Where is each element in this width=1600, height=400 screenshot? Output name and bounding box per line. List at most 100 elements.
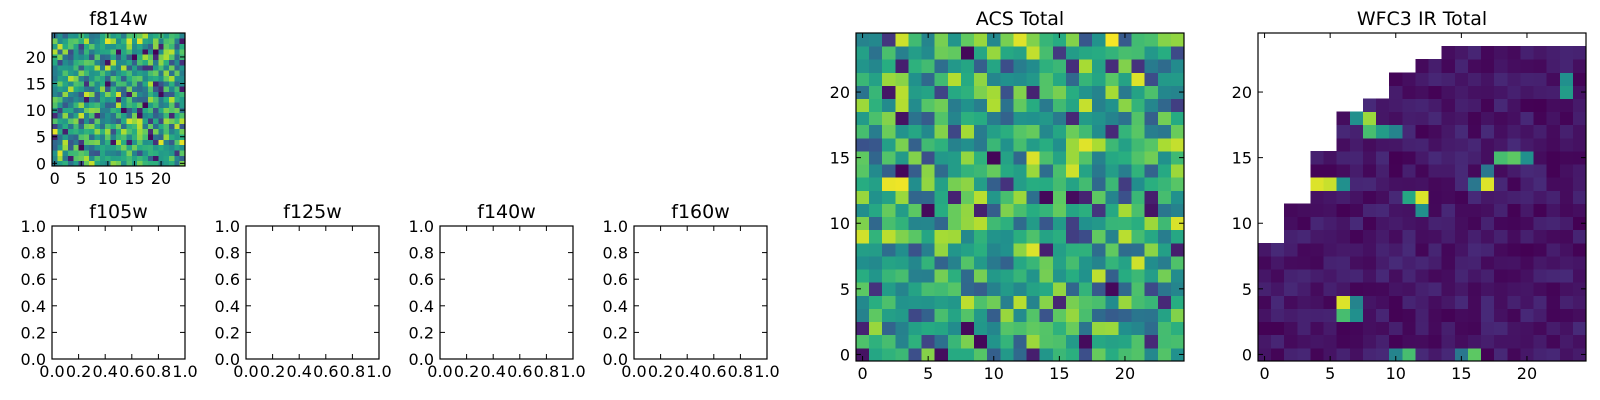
heatmap-cell <box>131 107 138 114</box>
heatmap-cell <box>115 75 122 82</box>
axes-frame-acs-total <box>855 32 1185 362</box>
heatmap-cell <box>1271 334 1285 349</box>
heatmap-cell <box>987 124 1001 139</box>
y-tick-label: 0.4 <box>603 297 628 316</box>
heatmap-cell <box>974 177 988 191</box>
heatmap-cell <box>1013 321 1027 336</box>
heatmap-cell <box>1039 229 1054 244</box>
heatmap-cell <box>163 48 170 55</box>
heatmap-cell <box>1389 334 1403 349</box>
heatmap-cell <box>158 139 165 146</box>
heatmap-cell <box>1402 321 1416 336</box>
heatmap-cell <box>1026 190 1041 204</box>
heatmap-cell <box>115 112 122 119</box>
heatmap-cell <box>115 33 122 39</box>
heatmap-cell <box>1258 295 1272 309</box>
heatmap-cell <box>1144 151 1159 165</box>
heatmap-cell <box>1349 151 1364 165</box>
heatmap-cell <box>1284 334 1298 349</box>
heatmap-cell <box>94 128 101 135</box>
heatmap-cell <box>1507 334 1521 349</box>
heatmap-cell <box>62 107 69 114</box>
heatmap-cell <box>908 137 922 152</box>
heatmap-cell <box>62 102 69 108</box>
heatmap-cell <box>921 203 936 218</box>
heatmap-cell <box>1079 111 1093 126</box>
heatmap-cell <box>1533 282 1548 296</box>
heatmap-cell <box>1131 98 1146 113</box>
heatmap-cell <box>147 59 154 66</box>
heatmap-cell <box>1533 229 1548 244</box>
heatmap-cell <box>1389 282 1403 296</box>
heatmap-cell <box>869 308 883 323</box>
heatmap-cell <box>1092 98 1106 113</box>
heatmap-cell <box>67 160 74 167</box>
heatmap-cell <box>121 107 127 114</box>
heatmap-cell <box>67 144 74 151</box>
heatmap-cell <box>62 64 69 71</box>
heatmap-cell <box>131 43 138 50</box>
heatmap-cell <box>1118 190 1132 204</box>
heatmap-cell <box>1415 137 1429 152</box>
heatmap-cell <box>1415 229 1429 244</box>
axes-frame-f140w <box>439 225 574 360</box>
heatmap-cell <box>1336 308 1351 323</box>
heatmap-cell <box>115 123 122 130</box>
heatmap-cell <box>1415 242 1429 257</box>
heatmap-cell <box>1000 295 1014 309</box>
heatmap-cell <box>1157 46 1172 60</box>
heatmap-cell <box>174 70 181 76</box>
heatmap-cell <box>1494 46 1508 60</box>
heatmap-cell <box>1389 111 1403 126</box>
heatmap-cell <box>869 269 883 283</box>
heatmap-cell <box>1065 33 1080 47</box>
heatmap-cell <box>1572 229 1587 244</box>
heatmap-cell <box>921 242 936 257</box>
x-tick-label: 20 <box>1115 364 1135 383</box>
heatmap-cell <box>1052 295 1067 309</box>
heatmap-cell <box>163 139 170 146</box>
heatmap-cell <box>1026 347 1041 362</box>
heatmap-cell <box>1013 256 1027 270</box>
heatmap-cell <box>1389 229 1403 244</box>
heatmap-cell <box>1131 216 1146 231</box>
heatmap-cell <box>1520 269 1534 283</box>
heatmap-cell <box>882 177 896 191</box>
heatmap-cell <box>1039 334 1054 349</box>
heatmap-cell <box>110 102 117 108</box>
heatmap-cell <box>1481 46 1495 60</box>
heatmap-cell <box>99 91 106 98</box>
heatmap-cell <box>947 269 962 283</box>
heatmap-cell <box>67 75 74 82</box>
heatmap-cell <box>169 134 175 140</box>
heatmap-cell <box>1494 269 1508 283</box>
heatmap-cell <box>1376 295 1390 309</box>
heatmap-cell <box>908 229 922 244</box>
heatmap-cell <box>174 107 181 114</box>
heatmap-cell <box>1572 203 1587 218</box>
heatmap-cell <box>1481 85 1495 99</box>
heatmap-cell <box>131 96 138 103</box>
heatmap-cell <box>115 160 122 167</box>
heatmap-cell <box>179 118 186 124</box>
heatmap-cell <box>869 164 883 178</box>
chart-title-f140w: f140w <box>477 201 536 223</box>
heatmap-cell <box>121 33 127 39</box>
heatmap-cell <box>1349 229 1364 244</box>
heatmap-cell <box>1310 164 1324 178</box>
heatmap-cell <box>1092 111 1106 126</box>
heatmap-cell <box>1467 111 1482 126</box>
heatmap-cell <box>1131 33 1146 47</box>
heatmap-cell <box>1052 347 1067 362</box>
heatmap-cell <box>105 70 111 76</box>
heatmap-cell <box>895 137 909 152</box>
heatmap-cell <box>856 177 870 191</box>
heatmap-cell <box>1402 269 1416 283</box>
heatmap-cell <box>126 96 133 103</box>
heatmap-cell <box>89 48 95 55</box>
heatmap-cell <box>169 91 175 98</box>
chart-title-acs-total: ACS Total <box>976 8 1064 30</box>
heatmap-cell <box>1157 137 1172 152</box>
heatmap-cell <box>147 139 154 146</box>
heatmap-cell <box>99 96 106 103</box>
